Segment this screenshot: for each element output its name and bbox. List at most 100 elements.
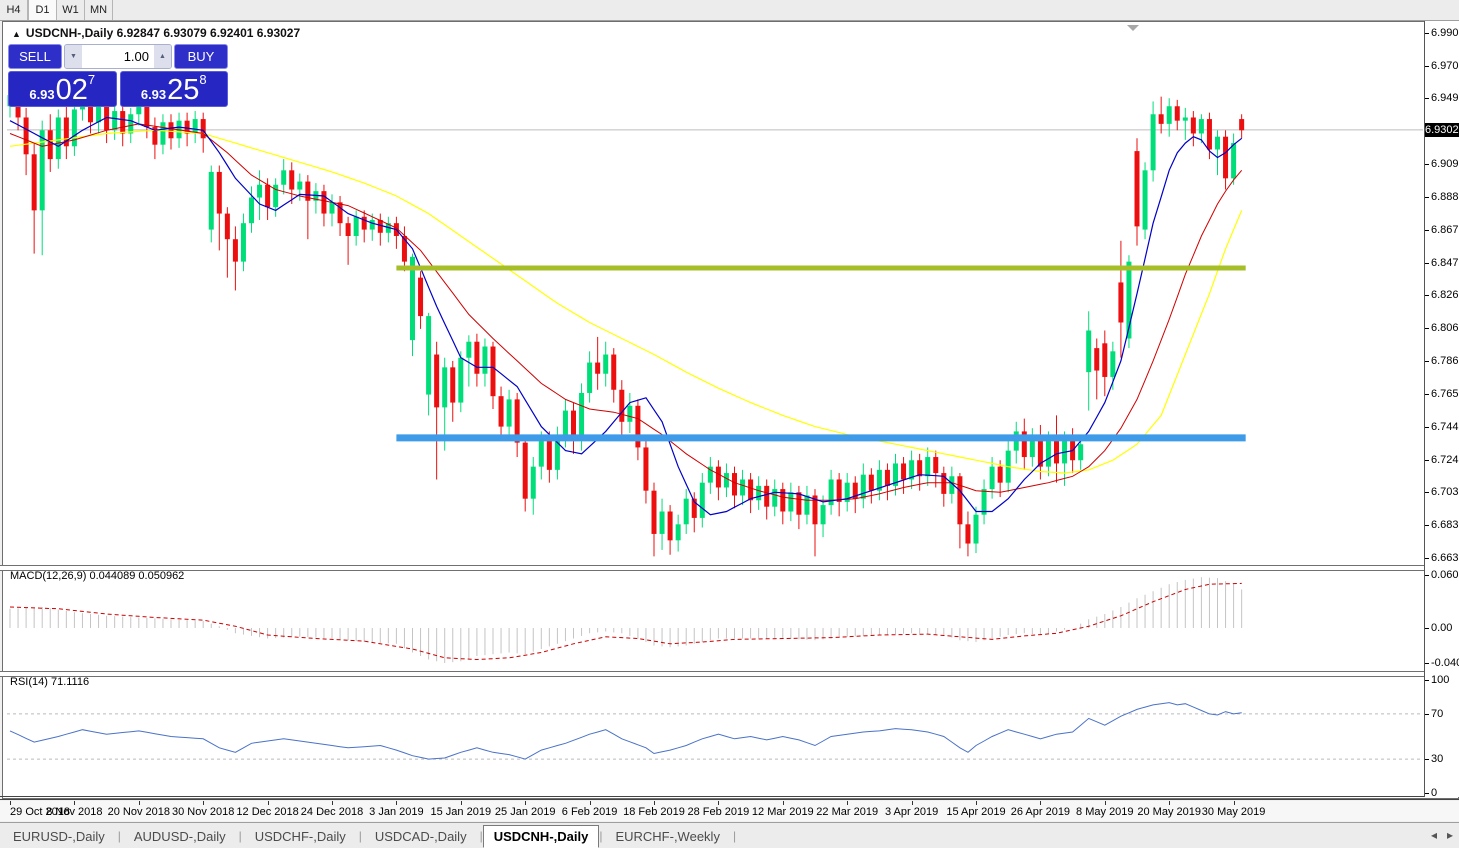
date-label: 12 Dec 2018: [236, 806, 299, 818]
date-tick: [847, 801, 849, 805]
buy-price-sup: 8: [199, 72, 207, 87]
chart-ohlc-values: 6.92847 6.93079 6.92401 6.93027: [116, 26, 301, 40]
tab-scroll-right-icon[interactable]: ▸: [1446, 828, 1453, 842]
macd-axis-label-tick: [1425, 663, 1429, 665]
macd-axis-label-tick: [1425, 575, 1429, 577]
timeframe-tabbar: H4 D1 W1 MN: [0, 0, 1459, 21]
buy-price-button[interactable]: 6.93 25 8: [119, 71, 228, 107]
date-label: 30 May 2019: [1201, 806, 1266, 818]
price-axis-label-tick: [1425, 197, 1429, 199]
price-axis-label: 6.97030: [1431, 59, 1459, 72]
rsi-axis-label: 70: [1431, 707, 1444, 720]
time-axis[interactable]: 29 Oct 2018 8 Nov 2018 20 Nov 2018 30 Nov 2…: [0, 801, 1459, 821]
sell-price-big: 02: [55, 74, 88, 106]
buy-price-big: 25: [167, 74, 200, 106]
date-label: 29 Oct 2018: [10, 806, 70, 818]
price-axis-label: 6.90910: [1431, 157, 1459, 170]
volume-increase-button[interactable]: ▲: [154, 45, 171, 68]
tabbar-scroll-controls: ◂ ▸: [1431, 828, 1453, 842]
chart-window[interactable]: [2, 21, 1459, 799]
rsi-panel-splitter[interactable]: [0, 671, 1459, 677]
sell-button[interactable]: SELL: [8, 44, 62, 69]
rsi-name: RSI(14): [10, 676, 48, 688]
chart-tab-eurchf[interactable]: EURCHF-,Weekly: [615, 828, 720, 844]
date-label: 22 Mar 2019: [816, 806, 879, 818]
date-tick: [396, 801, 398, 805]
date-label: 3 Apr 2019: [884, 806, 939, 818]
price-axis-label: 6.78610: [1431, 354, 1459, 367]
chart-tab-audusd[interactable]: AUDUSD-,Daily: [133, 828, 226, 844]
price-axis-label: 6.68350: [1431, 519, 1459, 532]
date-label: 30 Nov 2018: [171, 806, 235, 818]
chart-tab-usdchf[interactable]: USDCHF-,Daily: [254, 828, 346, 844]
window-bottom-frame-2: [0, 799, 1459, 800]
date-tick: [782, 801, 784, 805]
price-axis-label: 6.74470: [1431, 421, 1459, 434]
sell-price-small: 6.93: [29, 87, 55, 102]
date-tick: [203, 801, 205, 805]
price-axis-label: 6.82690: [1431, 289, 1459, 302]
price-axis-label-tick: [1425, 230, 1429, 232]
rsi-indicator-label: RSI(14) 71.1116: [10, 676, 89, 688]
date-tick: [1169, 801, 1171, 805]
tab-scroll-left-icon[interactable]: ◂: [1430, 828, 1437, 842]
price-axis-label-tick: [1425, 360, 1429, 362]
date-tick: [1233, 801, 1235, 805]
date-label: 8 May 2019: [1076, 806, 1134, 818]
rsi-panel: [7, 702, 1423, 760]
price-axis-label-tick: [1425, 427, 1429, 429]
price-axis-label: 6.84730: [1431, 256, 1459, 269]
price-axis-label-tick: [1425, 33, 1429, 35]
tab-separator: |: [732, 829, 737, 843]
date-label: 6 Feb 2019: [561, 806, 618, 818]
timeframe-tab-d1[interactable]: D1: [28, 0, 57, 20]
date-tick: [718, 801, 720, 805]
date-tick: [525, 801, 527, 805]
timeframe-tab-w1[interactable]: W1: [57, 0, 85, 20]
sell-price-sup: 7: [87, 72, 96, 87]
rsi-axis-label-tick: [1425, 793, 1429, 794]
current-price-tag: 6.93027: [1425, 122, 1459, 137]
date-tick: [589, 801, 591, 805]
volume-decrease-button[interactable]: ▼: [65, 45, 82, 68]
price-axis-label: 6.70390: [1431, 486, 1459, 499]
macd-panel-splitter[interactable]: [0, 565, 1459, 571]
date-label: 25 Jan 2019: [494, 806, 556, 818]
price-axis-label-tick: [1425, 98, 1429, 100]
sell-price-button[interactable]: 6.93 02 7: [8, 71, 117, 107]
chart-collapse-icon[interactable]: ▲: [12, 29, 21, 39]
price-axis-label: 6.72430: [1431, 453, 1459, 466]
rsi-line: [9, 702, 1242, 760]
date-label: 26 Apr 2019: [1010, 806, 1071, 818]
tab-separator: |: [238, 829, 242, 843]
volume-input[interactable]: [82, 45, 154, 68]
date-label: 20 Nov 2018: [107, 806, 170, 818]
rsi-axis-label-tick: [1425, 759, 1429, 761]
rsi-axis-label: 0: [1431, 787, 1438, 797]
date-label: 8 Nov 2018: [46, 806, 103, 818]
timeframe-tab-mn[interactable]: MN: [85, 0, 113, 20]
rsi-axis-label: 30: [1431, 753, 1444, 766]
macd-indicator-label: MACD(12,26,9) 0.044089 0.050962: [10, 570, 184, 582]
chart-tab-eurusd[interactable]: EURUSD-,Daily: [13, 828, 105, 844]
chart-tab-usdcnh[interactable]: USDCNH-,Daily: [482, 824, 600, 848]
tab-separator: |: [599, 829, 603, 843]
chart-tab-usdcad[interactable]: USDCAD-,Daily: [374, 828, 467, 844]
candlesticks: [7, 79, 1245, 557]
buy-price-small: 6.93: [140, 87, 167, 102]
date-label: 3 Jan 2019: [369, 806, 424, 818]
timeframe-tab-h4[interactable]: H4: [0, 0, 28, 20]
price-axis-label-tick: [1425, 295, 1429, 297]
rsi-axis-label: 100: [1431, 674, 1450, 686]
window-bottom-frame: [0, 796, 1459, 797]
buy-button[interactable]: BUY: [174, 44, 228, 69]
date-tick: [911, 801, 913, 805]
chart-shift-marker-icon: [1127, 25, 1139, 31]
date-tick: [74, 801, 76, 805]
date-label: 18 Feb 2019: [623, 806, 685, 818]
price-axis-label: 6.76510: [1431, 388, 1459, 401]
tab-separator: |: [479, 829, 483, 843]
price-axis[interactable]: 6.99070 6.97030 6.94990 6.90910 6.88810 6.867…: [1424, 21, 1459, 797]
